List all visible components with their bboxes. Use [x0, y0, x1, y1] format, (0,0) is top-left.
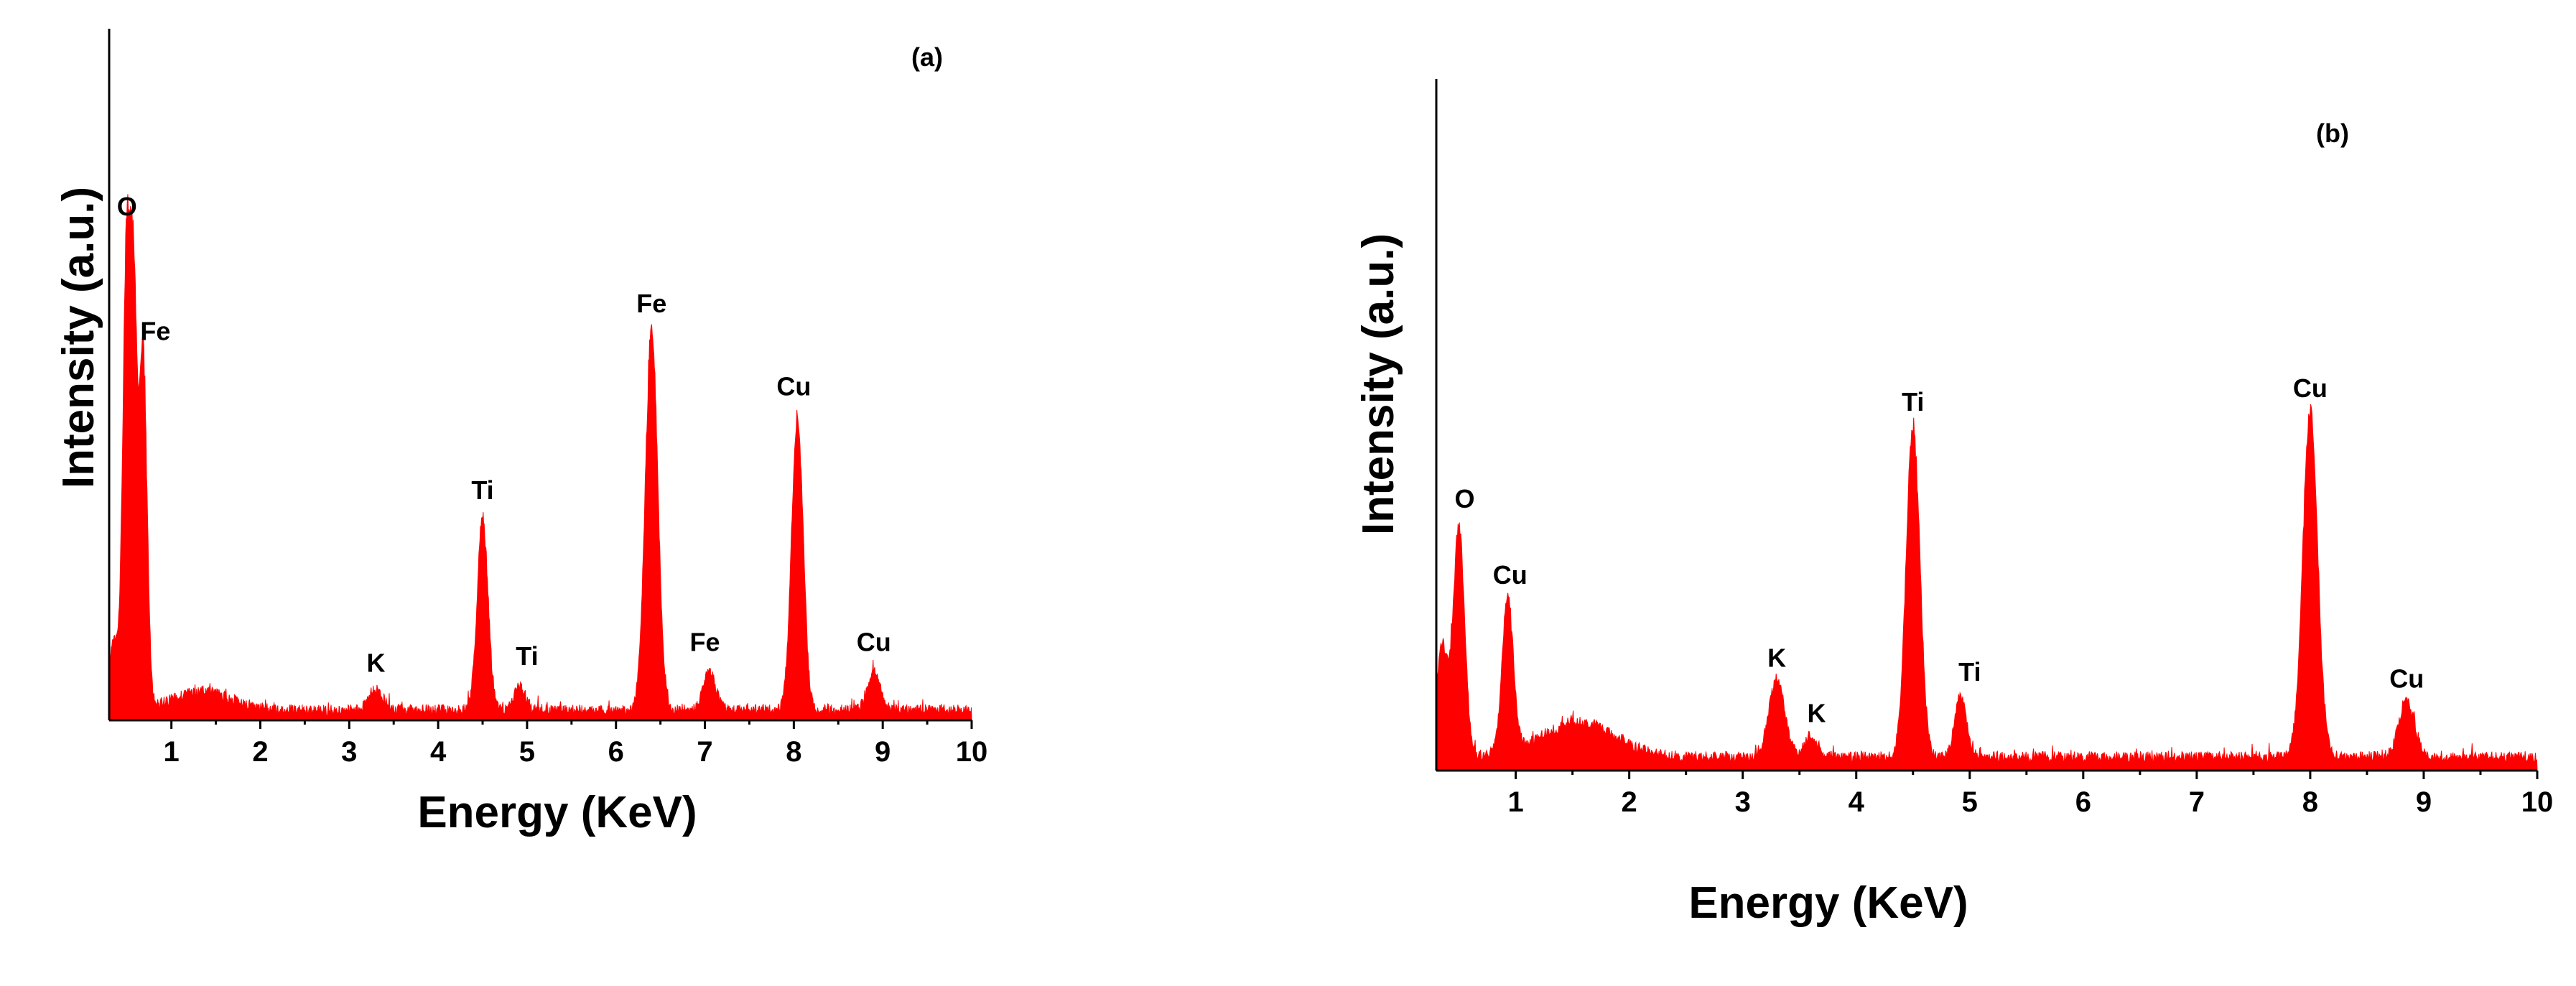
x-tick-label: 3 — [1735, 786, 1751, 818]
peak-label: Cu — [2389, 664, 2424, 693]
x-tick-label: 10 — [2521, 786, 2554, 818]
spectrum-area-a — [108, 194, 972, 721]
peak-label: Ti — [1958, 657, 1981, 687]
x-tick-label: 7 — [697, 736, 712, 768]
x-tick-label: 3 — [341, 736, 357, 768]
x-tick-label: 5 — [1962, 786, 1978, 818]
peak-label: K — [366, 648, 385, 678]
peak-labels-a: O Fe K Ti Ti Fe Fe Cu Cu — [117, 192, 891, 678]
peak-labels-b: O Cu KK Ti Ti Cu Cu — [1455, 373, 2424, 728]
chart-panel-a: 1 2 3 4 5 6 7 8 9 10 O Fe K Ti Ti Fe Fe Cu Cu Energy (KeV… — [0, 0, 991, 986]
peak-label: Cu — [857, 628, 891, 657]
peak-label: O — [1455, 484, 1475, 513]
x-tick-label: 2 — [1622, 786, 1637, 818]
peak-label: Ti — [471, 475, 493, 505]
x-axis-title-b: Energy (KeV) — [1688, 878, 1968, 928]
x-tick-label: 8 — [786, 736, 801, 768]
peak-label: Ti — [1902, 387, 1924, 417]
x-axis-title-a: Energy (KeV) — [417, 788, 697, 837]
peak-label: Ti — [516, 641, 538, 671]
panel-label-b: (b) — [2316, 118, 2349, 148]
x-tick-label: 1 — [1508, 786, 1524, 818]
x-ticks-b: 1 2 3 4 5 6 7 8 9 10 — [1508, 771, 2554, 818]
peak-label: Cu — [2293, 373, 2328, 403]
x-tick-label: 9 — [875, 736, 891, 768]
y-axis-title-a: Intensity (a.u.) — [54, 187, 103, 488]
peak-label: Cu — [776, 371, 811, 401]
panel-label-a: (a) — [911, 42, 943, 72]
chart-panel-b: 1 2 3 4 5 6 7 8 9 10 O Cu K K Ti Ti Cu Cu Energy (KeV) I… — [1321, 0, 2576, 986]
peak-label: Cu — [1493, 560, 1528, 590]
x-tick-label: 1 — [164, 736, 180, 768]
y-axis-title-b: Intensity (a.u.) — [1354, 233, 1403, 535]
x-tick-label: 8 — [2302, 786, 2318, 818]
x-tick-label: 10 — [956, 736, 988, 768]
x-tick-label: 5 — [519, 736, 535, 768]
x-tick-label: 4 — [1849, 786, 1865, 818]
peak-label: Fe — [140, 316, 170, 345]
x-tick-label: 9 — [2416, 786, 2432, 818]
x-tick-label: 2 — [252, 736, 268, 768]
x-tick-label: 4 — [430, 736, 447, 768]
chart-a-svg: 1 2 3 4 5 6 7 8 9 10 O Fe K Ti Ti Fe Fe Cu Cu Energy (KeV… — [54, 29, 988, 837]
x-tick-label: 6 — [2075, 786, 2091, 818]
peak-label: O — [117, 192, 137, 221]
x-ticks-a: 1 2 3 4 5 6 7 8 9 10 — [164, 720, 988, 768]
peak-label: K — [1807, 699, 1826, 728]
x-tick-label: 7 — [2189, 786, 2205, 818]
spectrum-area-b — [1436, 404, 2538, 771]
chart-b-svg: 1 2 3 4 5 6 7 8 9 10 O Cu KK Ti Ti Cu Cu Energy (KeV) I… — [1354, 79, 2554, 928]
peak-label: Fe — [690, 628, 720, 657]
x-tick-label: 6 — [608, 736, 624, 768]
peak-label: Fe — [636, 289, 666, 318]
peak-label: K — [1767, 643, 1786, 673]
